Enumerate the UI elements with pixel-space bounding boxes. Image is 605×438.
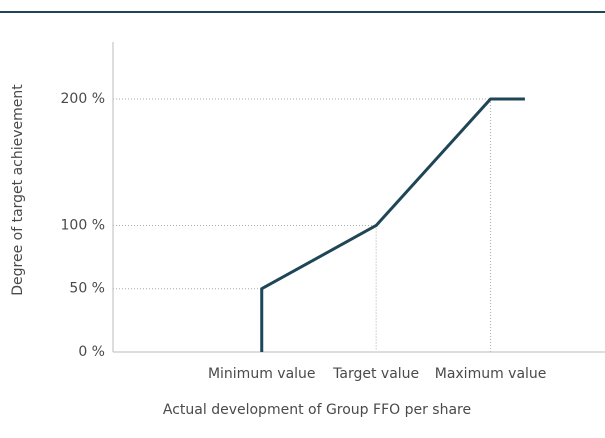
y-axis-label: Degree of target achievement bbox=[10, 84, 26, 296]
x-axis-label: Actual development of Group FFO per shar… bbox=[163, 402, 471, 418]
x-tick-label: Target value bbox=[332, 366, 419, 382]
x-tick-label: Maximum value bbox=[435, 366, 547, 382]
line bbox=[260, 97, 525, 352]
y-tick-label: 100 % bbox=[61, 217, 105, 233]
y-tick-label: 50 % bbox=[69, 281, 105, 297]
y-tick-label: 0 % bbox=[78, 344, 105, 360]
y-tick-label: 200 % bbox=[61, 91, 105, 107]
x-tick-label: Minimum value bbox=[208, 366, 316, 382]
